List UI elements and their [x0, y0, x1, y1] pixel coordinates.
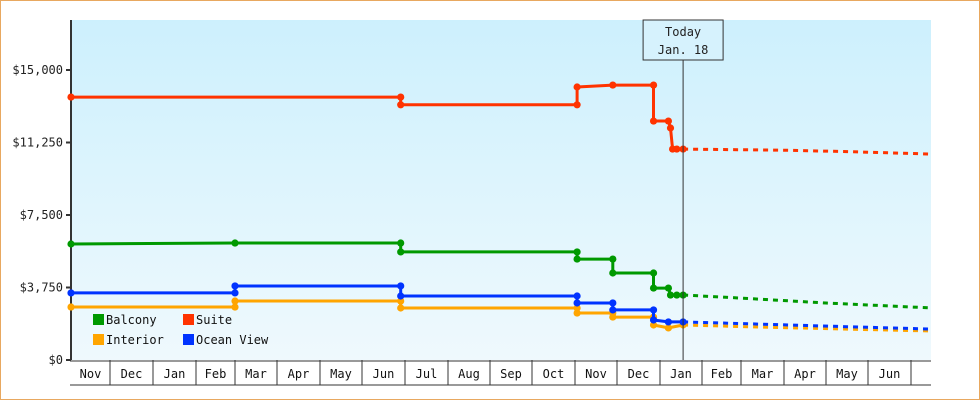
plot-area — [71, 20, 931, 360]
data-point — [397, 101, 405, 109]
legend-swatch-interior — [93, 334, 104, 345]
legend-swatch-balcony — [93, 314, 104, 325]
today-marker: Today Jan. 18 — [642, 19, 724, 360]
legend-label-interior: Interior — [106, 333, 164, 347]
month-label-sep: Sep — [500, 367, 522, 381]
data-point — [231, 289, 239, 297]
data-point — [649, 284, 658, 292]
data-point — [397, 282, 405, 290]
data-point — [397, 297, 405, 305]
data-point — [664, 324, 673, 332]
data-point — [649, 269, 658, 277]
data-point — [231, 239, 239, 247]
month-label-jul: Jul — [416, 367, 438, 381]
month-label-aug: Aug — [458, 367, 480, 381]
projection-line-interior — [683, 323, 933, 333]
data-point — [666, 291, 675, 299]
y-tick-label: $15,000 — [12, 63, 63, 77]
data-point — [573, 248, 581, 256]
month-label-jun: Jun — [879, 367, 901, 381]
month-label-mar: Mar — [245, 367, 267, 381]
today-date: Jan. 18 — [658, 43, 709, 57]
data-point — [67, 303, 75, 311]
y-tick-label: $3,750 — [20, 281, 63, 295]
projection-line-ocean-view — [683, 320, 933, 331]
data-point — [397, 248, 405, 256]
data-point — [67, 240, 75, 248]
legend-label-ocean-view: Ocean View — [196, 333, 269, 347]
month-label-apr: Apr — [288, 367, 310, 381]
data-point — [664, 318, 673, 326]
today-box — [642, 19, 724, 61]
data-point — [573, 255, 581, 263]
data-point — [573, 292, 581, 300]
legend: Balcony Suite Interior Ocean View — [93, 313, 269, 347]
data-point — [649, 321, 658, 329]
data-point — [573, 299, 581, 307]
data-point — [649, 306, 658, 314]
month-label-may: May — [836, 367, 858, 381]
data-point — [609, 255, 617, 263]
month-label-nov: Nov — [585, 367, 607, 381]
projection-line-balcony — [683, 293, 933, 310]
data-point — [67, 289, 75, 297]
data-point — [664, 284, 673, 292]
y-axis: $0 $3,750 $7,500 $11,250 $15,000 — [12, 20, 72, 367]
month-label-apr: Apr — [794, 367, 816, 381]
data-point — [397, 93, 405, 101]
series-layer — [67, 81, 933, 333]
data-point — [664, 117, 673, 125]
month-label-dec: Dec — [628, 367, 650, 381]
data-point — [397, 239, 405, 247]
data-point — [649, 117, 658, 125]
legend-label-balcony: Balcony — [106, 313, 157, 327]
month-label-oct: Oct — [543, 367, 565, 381]
today-label: Today — [665, 25, 701, 39]
data-point — [649, 81, 658, 89]
data-point — [573, 83, 581, 91]
y-tick-label: $11,250 — [12, 136, 63, 150]
month-label-may: May — [330, 367, 352, 381]
data-point — [573, 101, 581, 109]
month-label-feb: Feb — [711, 367, 733, 381]
y-tick-label: $7,500 — [20, 208, 63, 222]
data-point — [397, 304, 405, 312]
data-point — [397, 292, 405, 300]
month-label-feb: Feb — [205, 367, 227, 381]
data-point — [231, 303, 239, 311]
projection-line-suite — [683, 147, 933, 156]
legend-swatch-ocean-view — [183, 334, 194, 345]
month-label-nov: Nov — [80, 367, 102, 381]
data-point — [649, 316, 658, 324]
y-tick-label: $0 — [49, 353, 63, 367]
data-point — [673, 291, 681, 299]
month-label-mar: Mar — [752, 367, 774, 381]
data-point — [231, 282, 239, 290]
data-point — [609, 306, 617, 314]
data-point — [231, 297, 239, 305]
data-point — [609, 81, 617, 89]
data-point — [666, 124, 675, 132]
data-point — [609, 299, 617, 307]
data-point — [609, 269, 617, 277]
data-point — [67, 93, 75, 101]
month-label-dec: Dec — [121, 367, 143, 381]
data-point — [673, 145, 681, 153]
data-point — [573, 309, 581, 317]
x-axis: Nov Dec Jan Feb Mar Apr May Jun Jul Aug Sep Oct Nov D… — [70, 360, 931, 386]
data-point — [573, 304, 581, 312]
month-label-jan: Jan — [670, 367, 692, 381]
month-label-jan: Jan — [164, 367, 186, 381]
legend-swatch-suite — [183, 314, 194, 325]
data-point — [609, 313, 617, 321]
legend-label-suite: Suite — [196, 313, 232, 327]
month-label-jun: Jun — [373, 367, 395, 381]
